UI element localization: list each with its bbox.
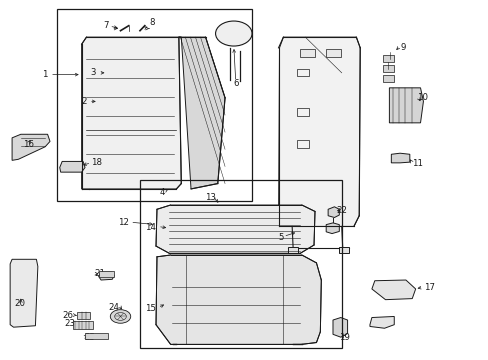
Text: 10: 10 — [416, 93, 427, 102]
Polygon shape — [287, 247, 297, 253]
Text: 16: 16 — [22, 140, 34, 149]
Bar — [296, 140, 308, 148]
Polygon shape — [369, 316, 393, 328]
Bar — [77, 312, 90, 319]
Text: 20: 20 — [14, 299, 25, 308]
Text: 7: 7 — [102, 21, 108, 30]
Bar — [73, 321, 93, 329]
Text: 14: 14 — [145, 222, 156, 231]
Text: 25: 25 — [84, 333, 95, 342]
Text: 24: 24 — [108, 303, 120, 312]
Polygon shape — [332, 318, 347, 337]
Text: 8: 8 — [149, 18, 155, 27]
Bar — [140, 180, 341, 348]
Polygon shape — [156, 205, 314, 253]
Polygon shape — [390, 153, 409, 163]
Text: 15: 15 — [145, 304, 156, 313]
Polygon shape — [325, 223, 339, 234]
Text: 17: 17 — [424, 283, 434, 292]
Polygon shape — [339, 247, 348, 253]
Bar — [296, 108, 308, 116]
Polygon shape — [371, 280, 415, 300]
Text: 19: 19 — [338, 333, 349, 342]
Polygon shape — [327, 207, 339, 217]
Polygon shape — [12, 134, 50, 160]
Bar — [300, 49, 314, 57]
Bar — [57, 9, 251, 202]
Ellipse shape — [110, 310, 130, 323]
Text: 6: 6 — [232, 79, 238, 88]
Ellipse shape — [215, 21, 251, 46]
Text: 13: 13 — [204, 193, 216, 202]
Text: 9: 9 — [399, 42, 405, 51]
Bar — [99, 271, 114, 277]
Bar — [382, 65, 393, 72]
Bar — [382, 55, 393, 62]
Polygon shape — [99, 272, 114, 280]
Bar — [325, 49, 340, 57]
Text: 23: 23 — [64, 319, 76, 328]
Text: 21: 21 — [95, 269, 105, 278]
Polygon shape — [156, 255, 321, 344]
Text: 26: 26 — [62, 311, 73, 320]
Polygon shape — [60, 161, 85, 172]
Text: 2: 2 — [81, 97, 86, 106]
Bar — [296, 68, 308, 76]
Polygon shape — [278, 37, 360, 226]
Text: 22: 22 — [336, 206, 346, 215]
Text: 18: 18 — [91, 158, 102, 167]
Polygon shape — [388, 88, 423, 123]
Polygon shape — [10, 259, 38, 327]
Polygon shape — [81, 37, 181, 189]
Polygon shape — [179, 37, 224, 189]
Text: 1: 1 — [42, 70, 47, 79]
Text: 11: 11 — [411, 159, 423, 168]
Text: 5: 5 — [278, 233, 283, 242]
Bar — [382, 75, 393, 82]
Text: 3: 3 — [90, 68, 96, 77]
Bar — [85, 333, 108, 339]
Text: 12: 12 — [118, 219, 128, 228]
Text: 4: 4 — [159, 188, 164, 197]
